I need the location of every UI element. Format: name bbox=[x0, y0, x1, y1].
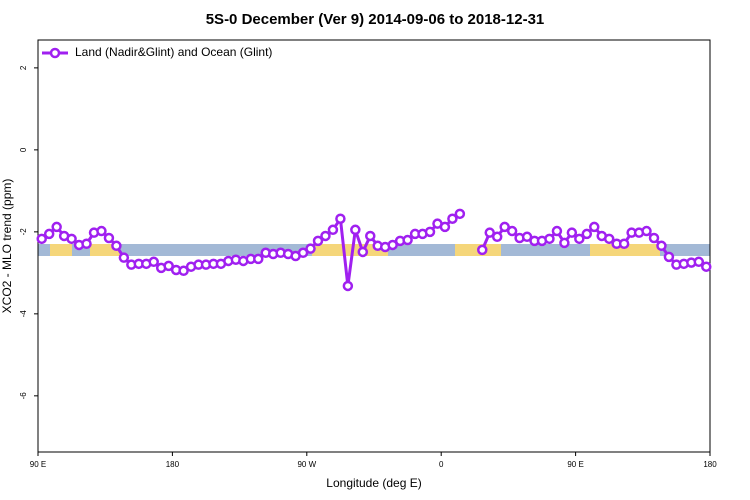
data-point bbox=[551, 225, 563, 237]
data-point bbox=[521, 231, 533, 243]
data-point bbox=[648, 232, 660, 244]
y-tick-label: -6 bbox=[19, 392, 28, 400]
data-point bbox=[447, 213, 458, 224]
data-point bbox=[43, 228, 55, 240]
data-point bbox=[589, 221, 600, 233]
data-point bbox=[148, 256, 159, 268]
data-point bbox=[454, 208, 466, 220]
data-point bbox=[603, 233, 615, 245]
data-point bbox=[477, 244, 488, 256]
data-point bbox=[365, 230, 376, 242]
data-point bbox=[81, 238, 92, 249]
legend-marker bbox=[49, 47, 61, 59]
land-ocean-band bbox=[38, 244, 710, 256]
land-patch bbox=[50, 244, 72, 256]
data-point bbox=[387, 239, 398, 251]
data-point bbox=[656, 240, 667, 252]
data-point bbox=[335, 213, 346, 224]
x-axis-label: Longitude (deg E) bbox=[326, 476, 421, 490]
data-point bbox=[103, 232, 115, 244]
y-tick-label: 0 bbox=[19, 147, 28, 152]
y-axis-label: XCO2 - MLO trend (ppm) bbox=[0, 179, 14, 314]
data-point bbox=[506, 225, 518, 237]
y-tick-label: 2 bbox=[19, 65, 28, 70]
data-point bbox=[118, 252, 130, 263]
land-patch bbox=[312, 244, 388, 256]
x-tick-label: 180 bbox=[703, 460, 717, 469]
data-point bbox=[66, 233, 77, 245]
data-point bbox=[163, 260, 174, 272]
data-point bbox=[693, 256, 705, 268]
x-tick-label: 90 E bbox=[30, 460, 46, 469]
plot-frame bbox=[37, 39, 711, 453]
data-point bbox=[618, 238, 630, 249]
data-point bbox=[574, 233, 585, 245]
data-point bbox=[96, 225, 107, 237]
data-point bbox=[327, 224, 339, 236]
x-tick-label: 0 bbox=[439, 460, 444, 469]
y-tick-label: -2 bbox=[19, 228, 28, 236]
data-point bbox=[312, 235, 324, 247]
chart-title: 5S-0 December (Ver 9) 2014-09-06 to 2018… bbox=[206, 11, 545, 28]
data-point bbox=[566, 227, 578, 238]
data-point bbox=[36, 233, 47, 245]
data-point bbox=[342, 280, 354, 292]
data-point bbox=[424, 226, 436, 238]
x-tick-label: 180 bbox=[166, 460, 180, 469]
data-point bbox=[357, 246, 369, 258]
y-tick-label: -4 bbox=[19, 310, 28, 318]
data-point bbox=[111, 240, 122, 252]
data-point bbox=[663, 251, 675, 263]
data-point bbox=[544, 233, 555, 245]
x-tick-label: 90 E bbox=[567, 460, 583, 469]
data-point bbox=[51, 221, 62, 233]
data-point bbox=[581, 228, 593, 240]
data-point bbox=[484, 227, 495, 238]
land-patch bbox=[590, 244, 660, 256]
data-point bbox=[641, 225, 652, 237]
data-point bbox=[320, 230, 331, 242]
data-point bbox=[305, 243, 316, 254]
data-point bbox=[559, 237, 570, 249]
data-point bbox=[178, 265, 189, 277]
data-point bbox=[297, 247, 309, 259]
data-point bbox=[402, 234, 413, 246]
data-point bbox=[491, 231, 503, 243]
legend: Land (Nadir&Glint) and Ocean (Glint) bbox=[42, 45, 272, 59]
data-point bbox=[253, 253, 264, 265]
data-point bbox=[499, 221, 510, 233]
x-tick-label: 90 W bbox=[297, 460, 316, 469]
data-point bbox=[701, 261, 712, 272]
data-point bbox=[350, 224, 361, 236]
legend-label: Land (Nadir&Glint) and Ocean (Glint) bbox=[75, 45, 272, 59]
data-point bbox=[439, 221, 451, 233]
